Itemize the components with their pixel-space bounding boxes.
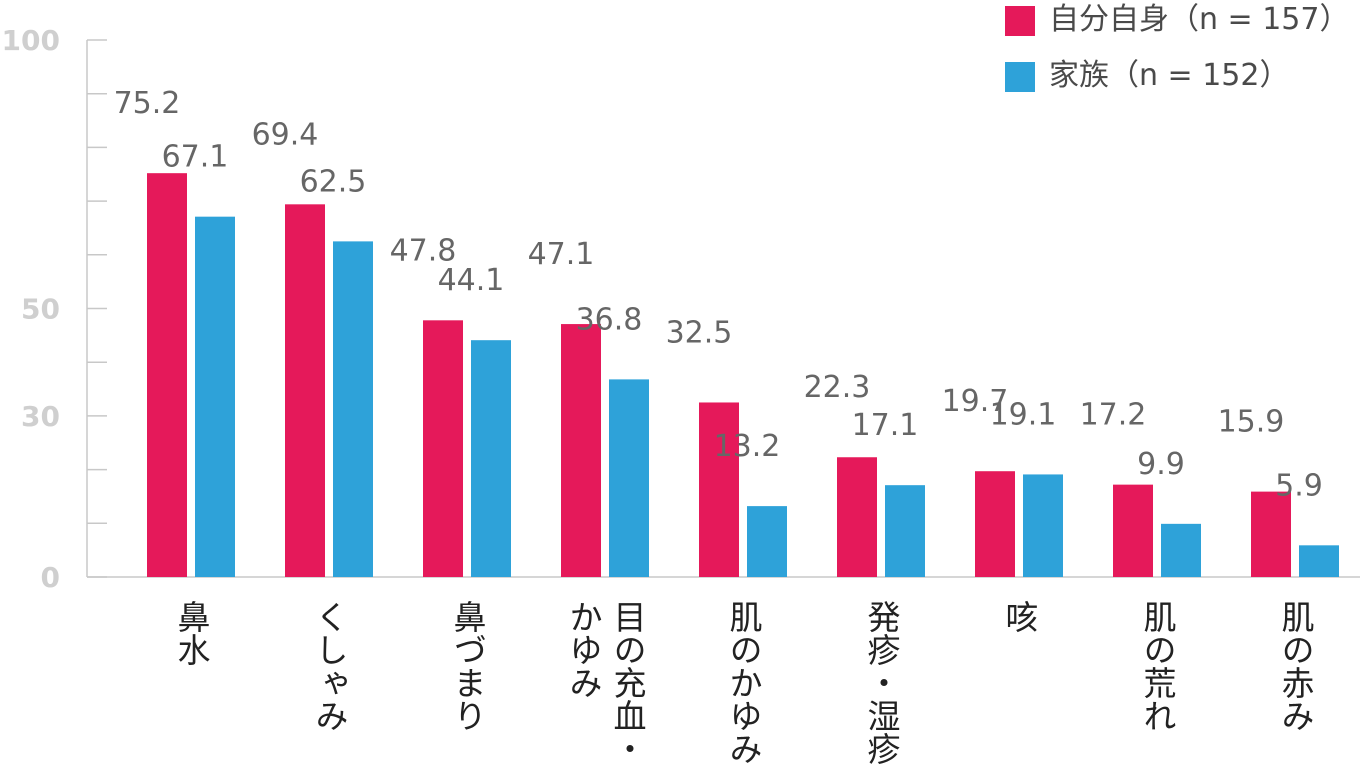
bar-self [285, 204, 325, 577]
category-label: 肌のかゆみ [721, 600, 765, 765]
bar-self [837, 457, 877, 577]
bar-self [1251, 491, 1291, 577]
y-tick-label: 50 [21, 293, 60, 326]
chart-plot-area: 0 30 50 100 75.2 69.4 47.8 47.1 32.5 22.3 19.7 17.… [2, 24, 1360, 594]
value-label: 69.4 [252, 117, 319, 152]
category-label: 咳 [997, 600, 1041, 633]
legend-swatch-self [1005, 6, 1035, 36]
value-label: 62.5 [300, 164, 367, 199]
bar-self [561, 324, 601, 577]
value-label: 32.5 [666, 315, 733, 350]
value-labels-group: 75.2 69.4 47.8 47.1 32.5 22.3 19.7 17.2 15.9 67.1… [114, 86, 1323, 503]
value-label: 44.1 [438, 263, 505, 298]
y-tick-label: 100 [2, 24, 60, 57]
bar-family [1299, 545, 1339, 577]
legend-label-self: 自分自身（n = 157） [1049, 2, 1350, 37]
bar-family [1023, 474, 1063, 577]
legend-label-family: 家族（n = 152） [1049, 58, 1290, 93]
legend-swatch-family [1005, 62, 1035, 92]
value-label: 9.9 [1137, 447, 1185, 482]
value-label: 19.1 [990, 397, 1057, 432]
category-label: 鼻づまり [445, 600, 489, 732]
category-label: 肌の荒れ [1135, 600, 1179, 732]
bar-family [609, 379, 649, 577]
category-label-line: かゆみ [564, 600, 603, 699]
category-label: 発疹・湿疹 [859, 600, 903, 765]
bar-family [195, 216, 235, 577]
value-label: 19.7 [942, 384, 1009, 419]
category-label-line: 咳 [1000, 600, 1039, 633]
category-label: 鼻水 [169, 600, 213, 666]
bar-self [147, 173, 187, 577]
category-label: 肌の赤み [1273, 600, 1317, 732]
category-label-line: 肌のかゆみ [724, 600, 763, 765]
category-label-line: 肌の荒れ [1138, 600, 1177, 732]
value-label: 13.2 [714, 429, 781, 464]
bar-family [747, 506, 787, 577]
category-label-line: 鼻づまり [448, 600, 487, 732]
y-tick-label: 30 [21, 400, 60, 433]
bar-family [885, 485, 925, 577]
value-label: 75.2 [114, 86, 181, 121]
value-label: 15.9 [1218, 405, 1285, 440]
category-label: くしゃみ [307, 600, 351, 732]
category-label-line: 発疹・湿疹 [862, 600, 901, 765]
bars-group [147, 173, 1339, 577]
value-label: 22.3 [804, 370, 871, 405]
bar-self [1113, 484, 1153, 577]
category-label: 目の充血・ かゆみ [561, 600, 649, 765]
category-label-line: 肌の赤み [1276, 600, 1315, 732]
value-label: 67.1 [162, 140, 229, 175]
category-label-line: 鼻水 [172, 600, 211, 666]
bar-family [1161, 523, 1201, 577]
category-label-line: 目の充血・ [608, 600, 647, 765]
value-label: 5.9 [1275, 468, 1323, 503]
bar-self [975, 471, 1015, 577]
bar-family [333, 241, 373, 577]
value-label: 17.1 [852, 408, 919, 443]
bar-self [699, 402, 739, 577]
value-label: 17.2 [1080, 398, 1147, 433]
bar-self [423, 320, 463, 577]
value-label: 47.8 [390, 233, 457, 268]
bar-family [471, 340, 511, 577]
category-label-line: くしゃみ [310, 600, 349, 732]
value-label: 36.8 [576, 302, 643, 337]
y-tick-label: 0 [41, 561, 60, 594]
value-label: 47.1 [528, 237, 595, 272]
